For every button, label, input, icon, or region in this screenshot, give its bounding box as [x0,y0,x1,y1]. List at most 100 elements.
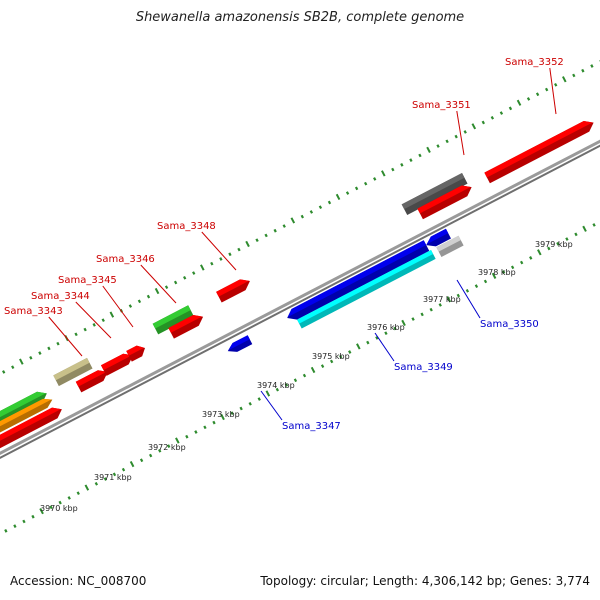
gene-red [126,345,146,362]
outer-tick [562,76,567,83]
gene-body [75,370,108,393]
outer-tick [345,191,350,195]
outer-tick [335,193,341,201]
inner-tick [565,237,569,241]
outer-tick [192,271,196,275]
gene-orange [0,398,53,433]
inner-tick [491,272,497,279]
outer-tick [327,200,332,205]
outer-tick [210,261,214,266]
inner-tick [293,378,298,383]
inner-tick [58,500,62,505]
outer-tick [300,214,304,219]
gene-red [0,407,62,449]
inner-tick [529,256,533,260]
inner-tick [4,529,8,533]
outer-tick [154,287,160,295]
gene-label: Sama_3348 [157,221,216,232]
outer-tick [454,134,458,139]
outer-tick [381,170,386,177]
inner-tick [366,340,370,345]
outer-tick [436,144,440,148]
inner-tick [302,373,307,378]
inner-tick [112,472,117,477]
outer-tick [109,311,115,318]
outer-tick [137,299,142,304]
outer-tick [173,280,178,285]
gene-label-leader [374,332,395,362]
scale-label: 3970 kbp [40,504,78,513]
outer-tick [463,130,467,134]
gene-label-leader [140,264,177,304]
outer-tick [471,123,477,130]
gene-highlight [100,353,133,371]
genome-summary-text: Topology: circular; Length: 4,306,142 bp… [260,574,590,588]
outer-tick [255,238,259,242]
outer-tick [2,370,6,374]
inner-tick [158,449,162,453]
inner-tick [185,434,189,439]
gene-gray [401,173,468,216]
inner-tick [129,460,135,468]
inner-tick [446,296,452,303]
outer-tick [526,97,531,101]
outer-tick [318,205,323,210]
gene-green [152,305,194,335]
inner-tick [39,508,44,515]
gene-highlight [426,228,449,245]
inner-tick [375,336,379,340]
gene-blue [287,240,430,320]
gene-highlight [287,240,427,318]
gene-label-leader [456,279,481,319]
scale-label: 3978 kbp [478,268,516,277]
gene-highlight [401,173,465,210]
inner-tick [465,288,470,293]
inner-tick [456,293,460,298]
gene-label: Sama_3349 [394,362,453,373]
inner-tick [384,331,388,336]
gene-highlight [297,249,434,324]
inner-tick [592,223,596,227]
inner-tick [401,319,406,327]
outer-tick [245,240,250,248]
outer-tick [200,264,205,271]
inner-tick [175,437,180,444]
gene-highlight [75,370,107,387]
scale-label: 3971 kbp [94,473,132,482]
outer-tick [219,257,223,261]
inner-tick [438,303,442,307]
outer-tick [146,294,151,299]
outer-tick [11,365,15,370]
gene-highlight [168,315,203,333]
inner-tick [356,343,361,350]
outer-tick [418,153,422,158]
inner-tick [84,484,90,491]
inner-tick [212,420,216,425]
inner-tick [310,366,316,374]
gene-label: Sama_3344 [31,291,90,302]
outer-tick [572,73,576,78]
outer-tick [508,106,513,111]
gene-highlight [53,357,90,381]
outer-tick [183,275,187,280]
inner-tick [148,453,153,458]
inner-tick [13,524,17,528]
scale-label: 3973 kbp [202,410,240,419]
scale-label: 3977 kbp [423,295,461,304]
gene-label-leader [201,231,237,271]
inner-tick [556,241,560,246]
gene-body [168,315,204,339]
backbone-line [0,139,600,456]
outer-tick [29,355,33,360]
gene-label-leader [75,301,112,339]
inner-tick [348,350,352,354]
outer-tick [228,252,232,257]
outer-tick [590,64,594,68]
outer-tick [490,115,495,120]
outer-tick [19,358,24,365]
gene-label: Sama_3346 [96,254,155,265]
gene-label-leader [549,67,557,115]
outer-tick [92,323,96,327]
gene-labels: Sama_3343 Sama_3344 Sama_3345 Sama_3346 Sama… [4,57,564,432]
inner-tick [420,312,424,317]
